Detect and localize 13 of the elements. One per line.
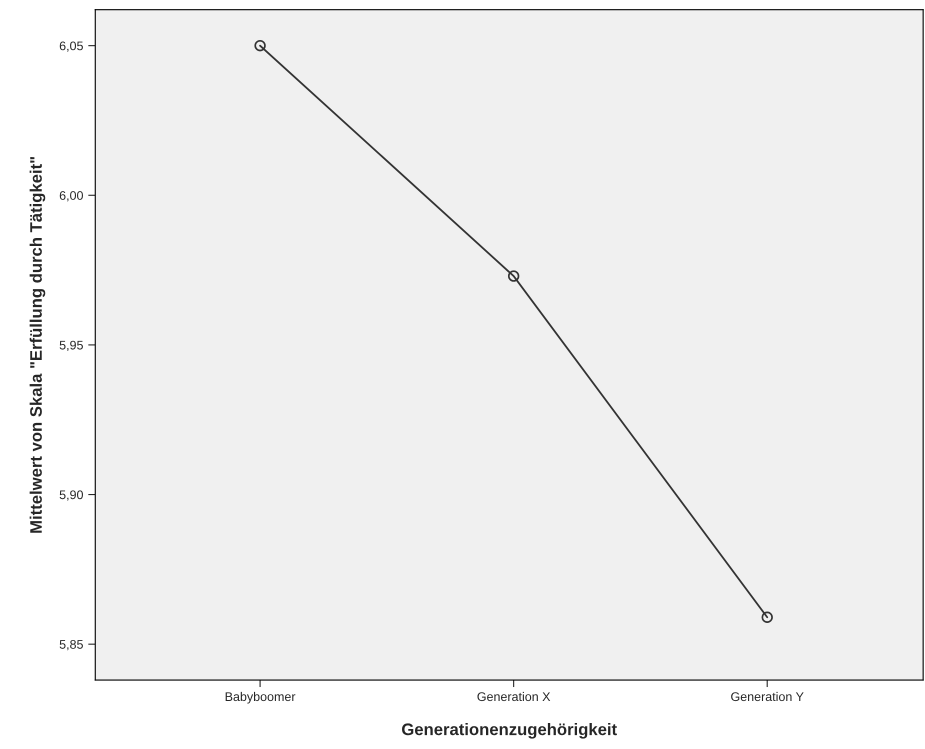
point [254,40,266,52]
point [508,270,520,282]
y-tick-label: 6,05 [60,41,83,52]
y-tick-label: 5,95 [60,340,83,352]
y-tick-label: 5,90 [60,490,83,501]
y-axis-title: Mittelwert von Skala "Erfüllung durch Tätigkeit" [30,157,46,533]
x-tick-label: Generation Y [731,692,804,702]
x-axis-title: Generationenzugehörigkeit [402,722,617,739]
x-tick-label: Generation X [477,692,550,702]
y-tick-label: 6,00 [60,191,83,202]
x-tick-label: Babyboomer [226,692,296,704]
y-tick-label: 5,85 [60,640,83,650]
point [762,612,773,623]
